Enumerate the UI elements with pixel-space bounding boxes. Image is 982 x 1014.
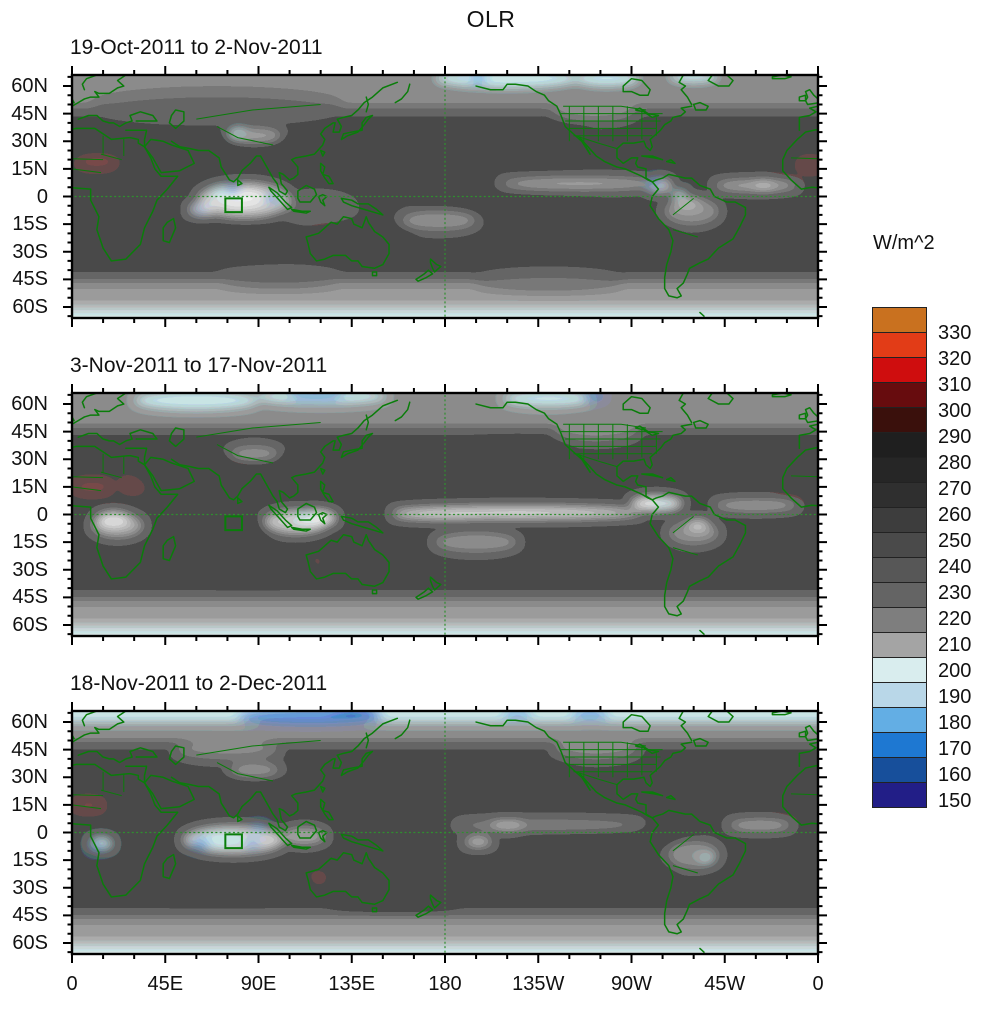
colorbar-box: [872, 482, 927, 508]
lon-axis: 0 45E 90E 135E 180 135W 90W 45W 0: [42, 970, 848, 998]
colorbar-tick-label: 210: [938, 634, 972, 656]
panel-2-lat-axis: 60N 45N 30N 15N 0 15S 30S 45S 60S: [0, 391, 48, 638]
lat-tick-label: 15N: [11, 475, 48, 498]
lat-tick-label: 15N: [11, 793, 48, 816]
lat-tick-label: 30S: [12, 240, 48, 263]
lat-tick-label: 30S: [12, 876, 48, 899]
colorbar-box: [872, 432, 927, 458]
panel-3-lat-axis: 60N 45N 30N 15N 0 15S 30S 45S 60S: [0, 709, 48, 956]
panel-1-lat-axis: 60N 45N 30N 15N 0 15S 30S 45S 60S: [0, 73, 48, 320]
axis-ticks: [63, 384, 827, 645]
panel-2-title: 3-Nov-2011 to 17-Nov-2011: [70, 354, 328, 377]
colorbar-units-label: W/m^2: [873, 232, 935, 254]
colorbar-box: [872, 732, 927, 758]
colorbar-tick-label: 310: [938, 374, 972, 396]
colorbar-box: [872, 557, 927, 583]
colorbar-tick-label: 190: [938, 686, 972, 708]
colorbar-tick-label: 280: [938, 452, 972, 474]
colorbar-box: [872, 707, 927, 733]
colorbar-box: [872, 407, 927, 433]
colorbar-labels: 330 320 310 300 290 280 270 260 250 240 230 220 210 2…: [938, 320, 982, 814]
lon-tick-label: 0: [66, 973, 78, 995]
colorbar-tick-label: 330: [938, 322, 972, 344]
lat-tick-label: 15S: [12, 531, 48, 554]
lon-tick-label: 90W: [610, 973, 653, 995]
lat-tick-label: 30N: [11, 448, 48, 471]
lat-tick-label: 45S: [12, 268, 48, 291]
lat-tick-label: 60S: [12, 614, 48, 636]
colorbar-box: [872, 682, 927, 708]
lat-tick-label: 45N: [11, 102, 48, 125]
colorbar-box: [872, 332, 927, 358]
colorbar-box: [872, 607, 927, 633]
colorbar-tick-label: 290: [938, 426, 972, 448]
lon-tick-label: 180: [428, 973, 462, 995]
colorbar-box: [872, 532, 927, 558]
map-panel-1: [63, 66, 827, 327]
colorbar-tick-label: 220: [938, 608, 972, 630]
lat-tick-label: 30N: [11, 766, 48, 789]
lat-tick-label: 60N: [11, 711, 48, 733]
colorbar-box: [872, 357, 927, 383]
lat-tick-label: 0: [36, 185, 48, 208]
colorbar-box: [872, 757, 927, 783]
colorbar-tick-label: 160: [938, 764, 972, 786]
colorbar-box: [872, 582, 927, 608]
colorbar-tick-label: 200: [938, 660, 972, 682]
colorbar-tick-label: 300: [938, 400, 972, 422]
lat-tick-label: 60S: [12, 932, 48, 954]
colorbar-box: [872, 307, 927, 333]
lat-tick-label: 15S: [12, 213, 48, 236]
lat-tick-label: 45N: [11, 738, 48, 761]
colorbar-tick-label: 250: [938, 530, 972, 552]
lon-tick-label: 45E: [147, 973, 184, 995]
colorbar-box: [872, 382, 927, 408]
panel-3-title: 18-Nov-2011 to 2-Dec-2011: [70, 672, 328, 695]
lat-tick-label: 15N: [11, 157, 48, 180]
colorbar-tick-label: 180: [938, 712, 972, 734]
figure-title: OLR: [466, 6, 516, 32]
lat-tick-label: 60S: [12, 296, 48, 318]
colorbar-box: [872, 657, 927, 683]
colorbar-tick-label: 230: [938, 582, 972, 604]
lon-tick-label: 135E: [328, 973, 376, 995]
lon-tick-label: 0: [812, 973, 824, 995]
lon-tick-label: 90E: [240, 973, 277, 995]
lat-tick-label: 45S: [12, 904, 48, 927]
colorbar-box: [872, 507, 927, 533]
lat-tick-label: 0: [36, 503, 48, 526]
colorbar-tick-label: 240: [938, 556, 972, 578]
lat-tick-label: 45S: [12, 586, 48, 609]
colorbar-tick-label: 170: [938, 738, 972, 760]
colorbar: [872, 307, 927, 808]
lat-tick-label: 15S: [12, 849, 48, 872]
colorbar-box: [872, 782, 927, 808]
map-panel-3: [63, 702, 827, 963]
colorbar-tick-label: 270: [938, 478, 972, 500]
lat-tick-label: 60N: [11, 393, 48, 415]
colorbar-box: [872, 457, 927, 483]
lat-tick-label: 30S: [12, 558, 48, 581]
lat-tick-label: 60N: [11, 75, 48, 97]
axis-ticks: [63, 66, 827, 327]
axis-ticks: [63, 702, 827, 963]
colorbar-tick-label: 320: [938, 348, 972, 370]
colorbar-tick-label: 150: [938, 790, 972, 812]
colorbar-tick-label: 260: [938, 504, 972, 526]
panel-1-title: 19-Oct-2011 to 2-Nov-2011: [70, 36, 323, 59]
lat-tick-label: 45N: [11, 420, 48, 443]
lat-tick-label: 0: [36, 821, 48, 844]
map-panel-2: [63, 384, 827, 645]
lon-tick-label: 135W: [512, 973, 565, 995]
lat-tick-label: 30N: [11, 130, 48, 153]
colorbar-box: [872, 632, 927, 658]
lon-tick-label: 45W: [704, 973, 746, 995]
